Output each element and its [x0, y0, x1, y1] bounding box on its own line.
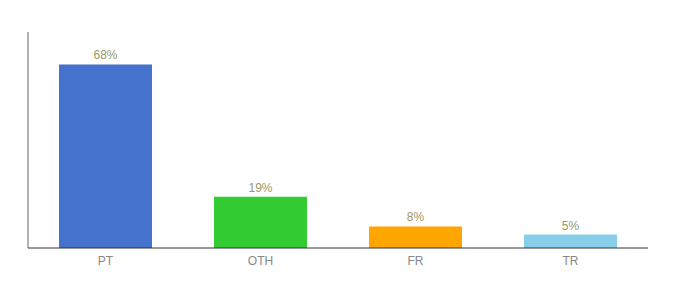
svg-text:PT: PT [98, 254, 114, 268]
svg-text:68%: 68% [93, 48, 117, 62]
svg-text:19%: 19% [248, 181, 272, 195]
svg-text:OTH: OTH [248, 254, 273, 268]
svg-text:5%: 5% [562, 219, 580, 233]
svg-text:FR: FR [408, 254, 424, 268]
svg-text:8%: 8% [407, 210, 425, 224]
svg-text:TR: TR [563, 254, 579, 268]
